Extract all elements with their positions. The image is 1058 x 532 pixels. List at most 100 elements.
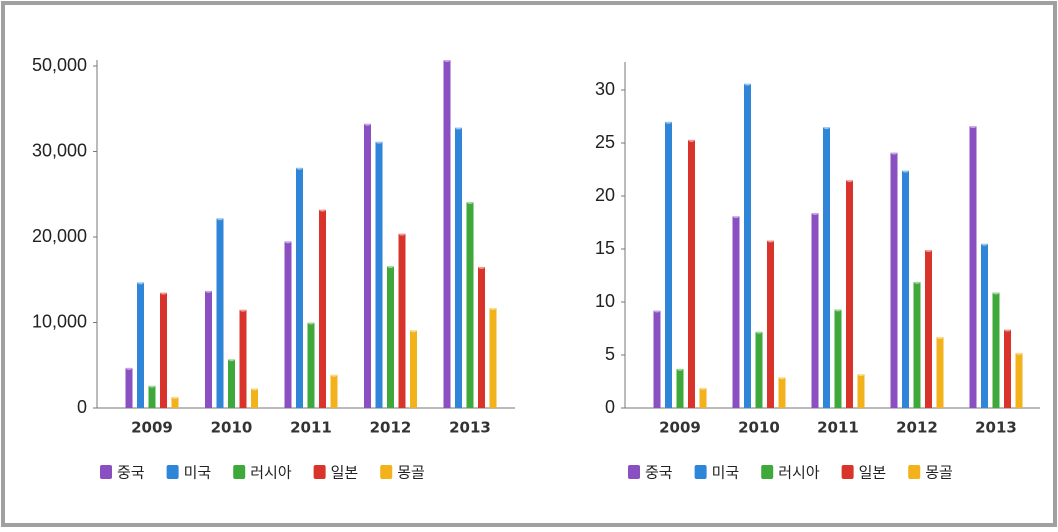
bar [969, 126, 977, 408]
bar [330, 374, 338, 408]
bar [744, 83, 751, 408]
bar [410, 330, 417, 408]
bar-cap [1015, 350, 1023, 355]
bar [936, 336, 944, 408]
bar-cap [466, 199, 474, 204]
bar [228, 359, 235, 408]
x-tick-label: 2010 [211, 419, 253, 437]
bar-cap [778, 375, 786, 380]
bar-cap [676, 366, 684, 371]
bar-cap [398, 231, 406, 236]
y-tick-label: 5 [605, 344, 615, 364]
y-tick-label: 20,000 [32, 226, 87, 246]
legend-swatch [761, 465, 774, 479]
x-tick-label: 2011 [817, 419, 859, 437]
bar-cap [137, 280, 144, 285]
legend-swatch [380, 465, 393, 479]
bar-cap [410, 328, 417, 333]
bar [489, 307, 497, 408]
bar-cap [478, 264, 485, 269]
bar-cap [755, 329, 763, 334]
bar [375, 141, 383, 409]
y-tick-label: 10 [595, 291, 615, 311]
bar [653, 310, 661, 408]
bar-cap [767, 238, 774, 243]
bar [1004, 329, 1011, 408]
legend-swatch [628, 465, 640, 479]
x-tick-label: 2012 [896, 419, 938, 437]
bar-cap [823, 125, 830, 130]
legend-swatch [233, 465, 246, 479]
bar-cap [1004, 327, 1011, 332]
legend-label: 중국 [645, 464, 673, 482]
bar-cap [744, 81, 751, 86]
legend-label: 일본 [859, 464, 887, 482]
y-tick-label: 50,000 [32, 55, 87, 75]
bar-cap [665, 119, 672, 124]
bar-cap [171, 394, 179, 399]
bar-cap [834, 307, 842, 312]
bar-cap [653, 308, 661, 313]
bar [811, 212, 819, 408]
bar-cap [375, 139, 383, 144]
bar-cap [925, 248, 932, 253]
bar [319, 209, 326, 408]
legend-swatch [166, 465, 179, 479]
x-tick-label: 2012 [370, 419, 412, 437]
bar [732, 216, 740, 408]
bar-cap [125, 365, 133, 370]
bar-cap [732, 214, 740, 219]
y-tick-label: 20 [595, 185, 615, 205]
bar-cap [890, 150, 898, 155]
x-tick-label: 2013 [449, 419, 491, 437]
bar [251, 388, 258, 408]
bar [992, 292, 1000, 408]
legend-label: 몽골 [925, 464, 953, 482]
bar [125, 367, 133, 408]
bar [478, 266, 485, 408]
x-tick-label: 2009 [659, 419, 701, 437]
legend-label: 중국 [117, 464, 145, 482]
bar [296, 167, 303, 408]
bar-cap [319, 207, 326, 212]
bar-cap [205, 288, 212, 293]
bar-cap [251, 386, 258, 391]
bar-cap [148, 383, 156, 388]
bar [171, 396, 179, 408]
bar-cap [811, 210, 819, 215]
x-tick-label: 2011 [290, 419, 332, 437]
bar [981, 243, 988, 408]
bar-cap [455, 125, 462, 130]
bar-cap [969, 124, 977, 129]
bar-cap [239, 307, 247, 312]
bar [755, 331, 763, 408]
bar [767, 240, 774, 408]
legend-swatch [841, 465, 854, 479]
bar [455, 127, 462, 408]
bar-cap [443, 58, 451, 63]
bar [778, 377, 786, 408]
bar [205, 290, 212, 408]
bar-cap [296, 165, 303, 170]
bar [699, 387, 707, 408]
bar [443, 60, 451, 408]
bar-cap [913, 279, 921, 284]
bar-cap [699, 385, 707, 390]
bar-cap [330, 372, 338, 377]
legend-label: 미국 [712, 464, 740, 482]
y-tick-label: 30,000 [32, 140, 87, 160]
bar [846, 180, 853, 408]
bar-cap [992, 290, 1000, 295]
y-tick-label: 30 [595, 79, 615, 99]
bar [364, 123, 371, 409]
bar [665, 121, 672, 409]
bar-cap [307, 320, 315, 325]
y-tick-label: 15 [595, 238, 615, 258]
x-tick-label: 2009 [131, 419, 173, 437]
legend-label: 러시아 [250, 464, 292, 482]
bar-cap [284, 239, 292, 244]
bar-cap [857, 372, 865, 377]
bar-cap [228, 357, 235, 362]
bar-cap [216, 216, 224, 221]
